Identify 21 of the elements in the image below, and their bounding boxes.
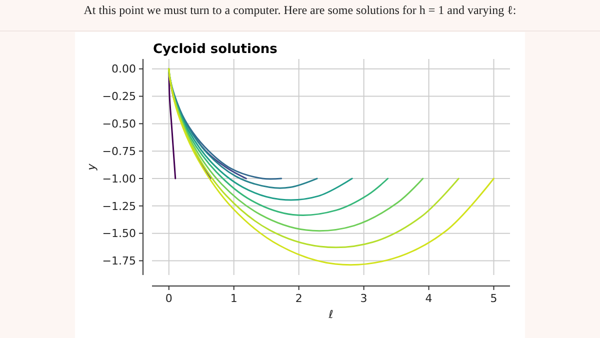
line-series [168,68,495,266]
x-tick-label: 2 [295,292,302,305]
y-tick-label: −0.25 [102,90,136,104]
y-tick-label: −0.75 [102,144,136,158]
x-tick-label: 4 [425,292,432,305]
y-tick-label: −1.75 [102,254,136,268]
x-axis-title: ℓ [328,308,334,321]
line-series [168,68,389,216]
x-tick-label: 1 [230,292,238,305]
y-tick-label: −1.50 [102,227,136,240]
chart-title: Cycloid solutions [153,42,278,57]
line-series [168,68,460,248]
x-tick-label: 3 [360,292,368,305]
y-tick-label: −1.25 [102,200,136,213]
y-tick-label: −0.50 [102,118,136,131]
x-tick-label: 5 [490,292,498,305]
y-tick-label: −1.00 [102,172,136,186]
x-tick-label: 0 [165,292,172,305]
text: At this point we must turn to a computer. Here are some solutions for h = 1 and varying ℓ: [84,3,516,17]
y-axis-title: y [85,163,98,172]
y-tick-label: 0.00 [112,62,136,76]
